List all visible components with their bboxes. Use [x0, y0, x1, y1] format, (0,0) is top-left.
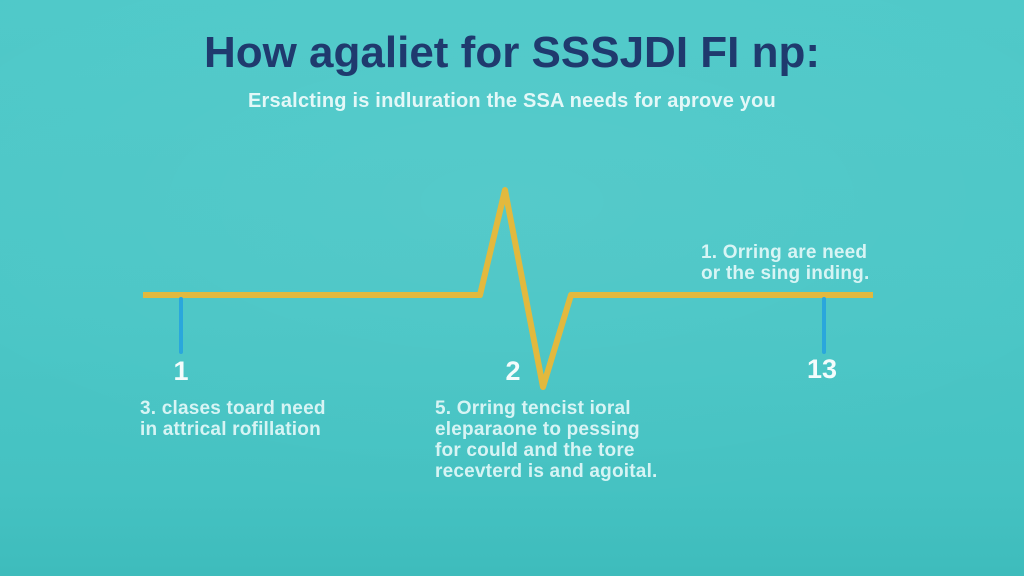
- note-line: 3. clases toard need: [140, 398, 326, 419]
- note-line: eleparaone to pessing: [435, 419, 640, 440]
- note-line: 1. Orring are need: [701, 242, 868, 263]
- marker-number-1: 1: [173, 356, 189, 386]
- note-line: for could and the tore: [435, 440, 635, 461]
- marker-13-note: 1. Orring are need or the sing inding.: [701, 242, 869, 284]
- page-title: How agaliet for SSSJDI FI np:: [203, 28, 821, 77]
- page-subtitle: Ersalcting is indluration the SSA needs …: [248, 90, 776, 112]
- marker-1-note: 3. clases toard need in attrical rofilla…: [140, 398, 326, 440]
- marker-number-13: 13: [806, 354, 838, 384]
- note-line: recevterd is and agoital.: [435, 461, 658, 482]
- marker-number-2: 2: [505, 356, 521, 386]
- note-line: or the sing inding.: [701, 263, 870, 284]
- timeline-ekg-line: [143, 187, 873, 390]
- note-line: 5. Orring tencist ioral: [435, 398, 631, 419]
- marker-2-note: 5. Orring tencist ioral eleparaone to pe…: [435, 398, 658, 482]
- note-line: in attrical rofillation: [140, 419, 321, 440]
